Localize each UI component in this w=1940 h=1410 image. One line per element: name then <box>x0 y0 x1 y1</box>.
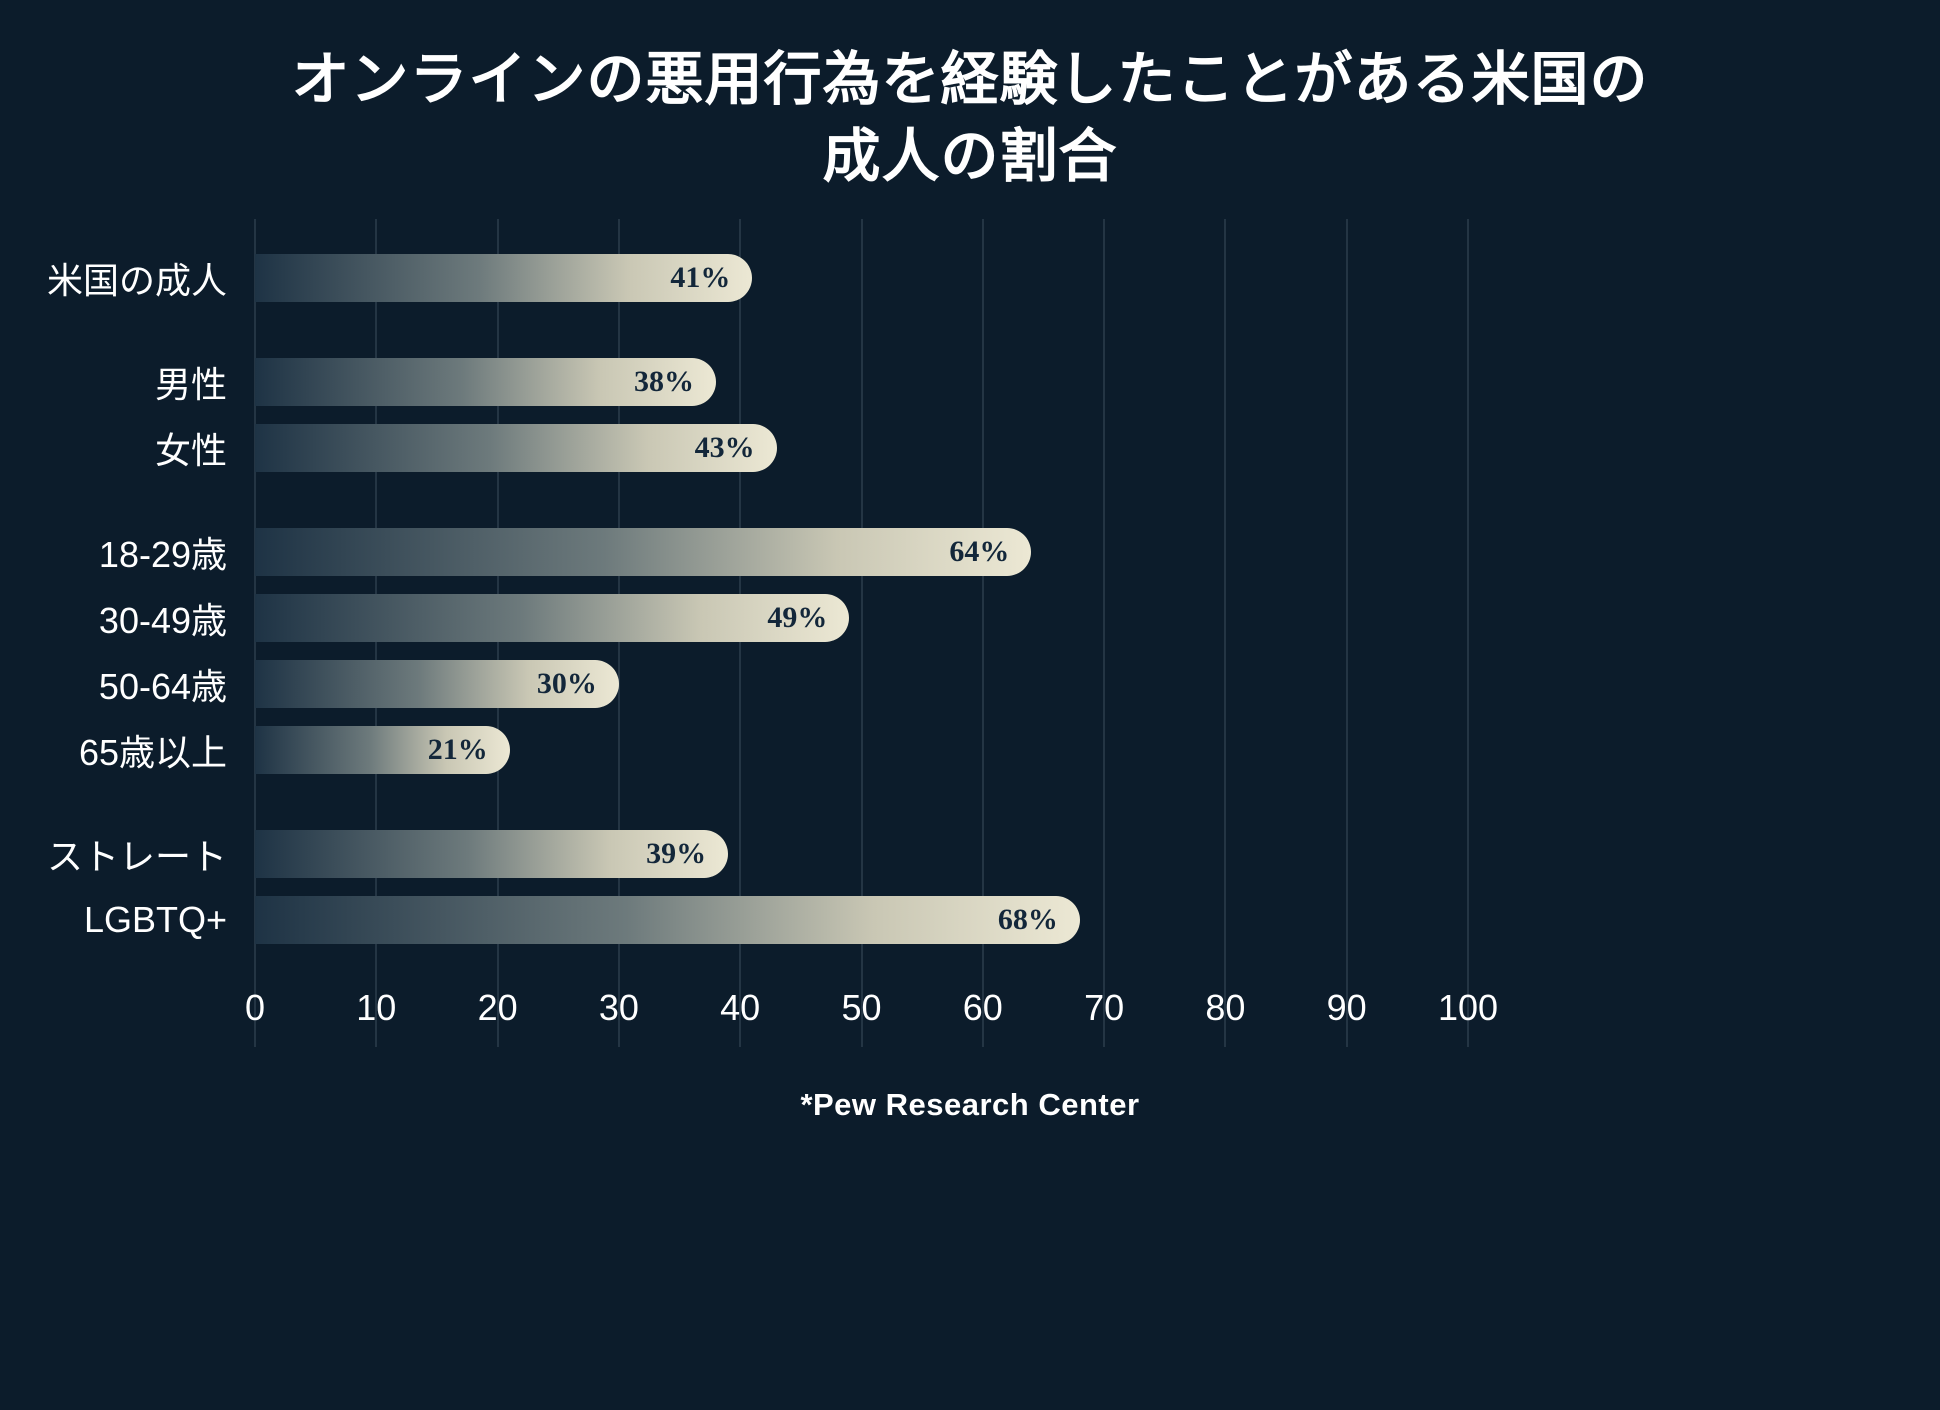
x-tick-label: 40 <box>720 987 761 1029</box>
bar-value-label: 64% <box>949 535 1010 569</box>
bar-value-label: 38% <box>633 365 694 399</box>
source-credit: *Pew Research Center <box>800 1087 1140 1123</box>
x-axis: 0 10 20 30 40 50 60 70 80 90 100 <box>245 987 1498 1031</box>
x-tick-label: 20 <box>477 987 518 1029</box>
category-label: 65歳以上 <box>78 732 227 774</box>
bar: 38% <box>255 358 716 407</box>
category-label: 女性 <box>154 430 227 472</box>
bar: 49% <box>255 594 850 643</box>
bar-track: 68% <box>255 896 1468 945</box>
bar-row: LGBTQ+ 68% <box>0 887 1940 953</box>
x-tick-label: 100 <box>1437 987 1499 1029</box>
bar: 43% <box>255 424 777 473</box>
bar-value-label: 43% <box>694 431 755 465</box>
category-label: 米国の成人 <box>46 260 227 302</box>
x-tick-label: 70 <box>1084 987 1125 1029</box>
bar-row: 男性 38% <box>0 349 1940 415</box>
bar-value-label: 21% <box>427 733 488 767</box>
bar: 39% <box>255 830 729 879</box>
x-tick-label: 0 <box>244 987 266 1029</box>
bar-chart: 米国の成人 41% 男性 38% 女性 43% 18-29歳 64% 30-49歳 49% 50-6… <box>0 219 1940 1048</box>
bar: 64% <box>255 528 1032 577</box>
bar-row: 18-29歳 64% <box>0 519 1940 585</box>
category-label: 30-49歳 <box>98 600 227 642</box>
category-label: 50-64歳 <box>98 666 227 708</box>
bar-value-label: 41% <box>670 261 731 295</box>
category-label: ストレート <box>46 836 227 878</box>
x-tick-label: 90 <box>1326 987 1367 1029</box>
bar-row: 30-49歳 49% <box>0 585 1940 651</box>
bar-track: 21% <box>255 726 1468 775</box>
bar: 68% <box>255 896 1080 945</box>
x-tick-label: 50 <box>841 987 882 1029</box>
chart-title: オンラインの悪用行為を経験したことがある米国の成人の割合 <box>291 47 1649 189</box>
bar-track: 38% <box>255 358 1468 407</box>
bar-value-label: 49% <box>767 601 828 635</box>
x-tick-label: 80 <box>1205 987 1246 1029</box>
category-label: 18-29歳 <box>98 534 227 576</box>
bar: 41% <box>255 254 753 303</box>
bar-value-label: 68% <box>997 903 1058 937</box>
bar-row: ストレート 39% <box>0 821 1940 887</box>
bar-row: 50-64歳 30% <box>0 651 1940 717</box>
bar-track: 64% <box>255 528 1468 577</box>
bar-value-label: 30% <box>536 667 597 701</box>
bar-track: 49% <box>255 594 1468 643</box>
category-label: 男性 <box>154 364 227 406</box>
x-tick-label: 30 <box>598 987 639 1029</box>
bar: 21% <box>255 726 510 775</box>
x-tick-label: 10 <box>356 987 397 1029</box>
x-tick-label: 60 <box>962 987 1003 1029</box>
bar-track: 39% <box>255 830 1468 879</box>
bar: 30% <box>255 660 619 709</box>
bar-row: 米国の成人 41% <box>0 245 1940 311</box>
category-label: LGBTQ+ <box>83 899 227 941</box>
bar-rows: 米国の成人 41% 男性 38% 女性 43% 18-29歳 64% 30-49歳 49% 50-6… <box>0 233 1940 953</box>
bar-row: 65歳以上 21% <box>0 717 1940 783</box>
bar-track: 30% <box>255 660 1468 709</box>
bar-row: 女性 43% <box>0 415 1940 481</box>
bar-track: 41% <box>255 254 1468 303</box>
bar-track: 43% <box>255 424 1468 473</box>
bar-value-label: 39% <box>646 837 707 871</box>
